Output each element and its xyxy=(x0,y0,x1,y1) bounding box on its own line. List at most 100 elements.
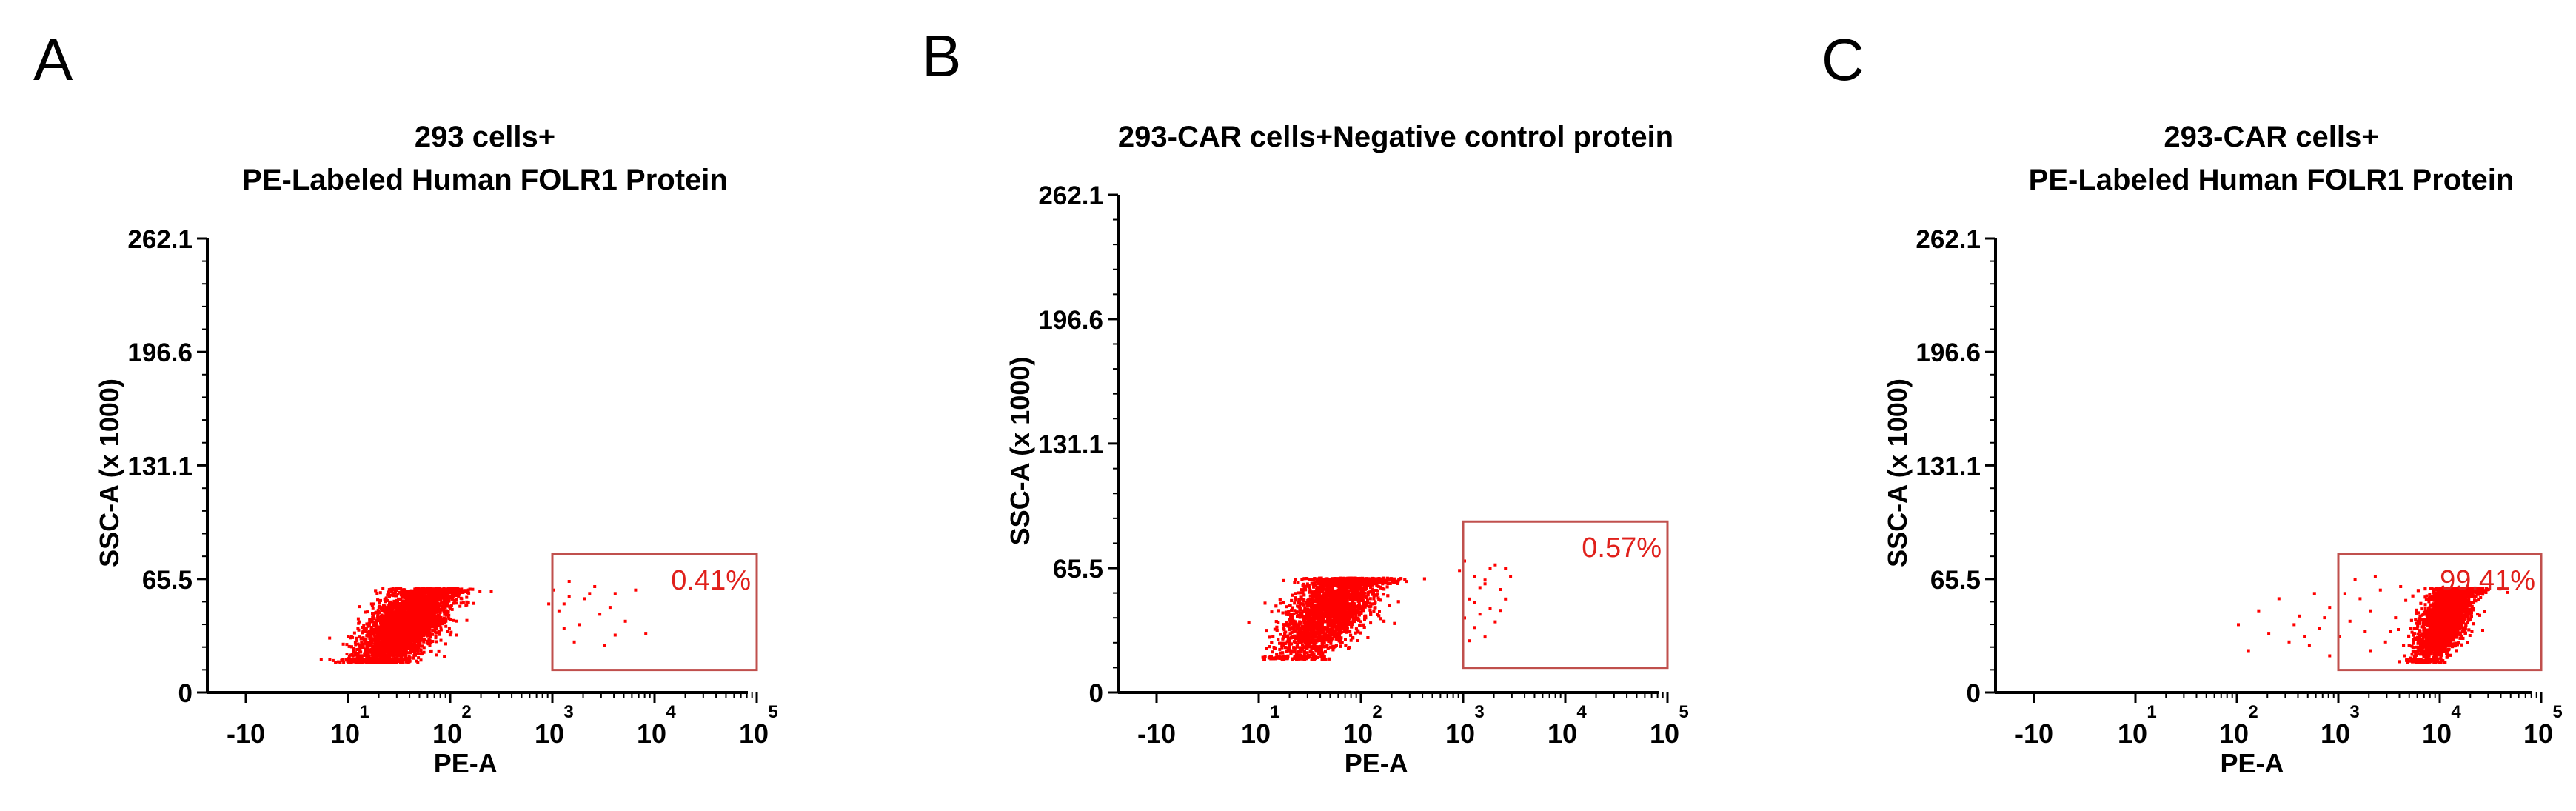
scatter-point xyxy=(422,646,426,650)
y-tick-label: 196.6 xyxy=(127,338,193,367)
scatter-point xyxy=(415,617,418,621)
scatter-point xyxy=(382,634,386,638)
scatter-point xyxy=(401,627,404,630)
scatter-point xyxy=(562,602,566,606)
scatter-point xyxy=(369,638,372,642)
scatter-point xyxy=(393,644,397,647)
scatter-point xyxy=(429,650,432,653)
scatter-point xyxy=(409,617,412,621)
gate-percentage-label: 0.41% xyxy=(671,565,751,596)
scatter-point xyxy=(426,640,429,644)
scatter-point xyxy=(428,638,432,642)
scatter-point xyxy=(422,650,426,654)
scatter-point xyxy=(395,587,398,590)
scatter-point xyxy=(417,587,420,591)
y-tick-label: 65.5 xyxy=(142,566,193,595)
scatter-point xyxy=(394,657,398,660)
scatter-point xyxy=(372,620,375,624)
scatter-point xyxy=(355,658,359,662)
scatter-point xyxy=(430,602,434,606)
scatter-point xyxy=(392,621,396,624)
scatter-point xyxy=(422,588,426,592)
scatter-point xyxy=(355,638,359,642)
scatter-point xyxy=(399,650,403,654)
scatter-point xyxy=(402,609,406,613)
scatter-point xyxy=(391,588,395,592)
scatter-point xyxy=(319,658,323,661)
x-tick-label: 10 xyxy=(1241,718,1271,749)
scatter-point xyxy=(363,658,367,661)
scatter-point xyxy=(372,649,375,653)
scatter-point xyxy=(414,647,418,650)
scatter-point xyxy=(384,623,387,627)
scatter-point xyxy=(374,661,378,664)
scatter-point xyxy=(396,658,400,661)
scatter-point xyxy=(412,625,415,629)
scatter-point xyxy=(448,633,452,637)
scatter-point xyxy=(415,603,418,607)
scatter-point xyxy=(375,592,379,595)
scatter-point xyxy=(389,587,393,591)
scatter-point xyxy=(401,599,404,603)
scatter-point xyxy=(415,630,419,633)
scatter-point xyxy=(442,608,446,612)
scatter-point xyxy=(467,591,471,595)
x-tick-label: 10 xyxy=(535,718,564,749)
scatter-point xyxy=(386,644,389,647)
scatter-point xyxy=(414,613,418,616)
scatter-point xyxy=(407,610,411,613)
scatter-point xyxy=(442,587,446,590)
scatter-point xyxy=(355,636,358,640)
scatter-point xyxy=(426,642,430,646)
scatter-point xyxy=(372,624,375,627)
scatter-point xyxy=(434,636,438,640)
scatter-point xyxy=(362,638,366,642)
scatter-point xyxy=(410,645,414,649)
scatter-point xyxy=(412,602,415,606)
scatter-point xyxy=(437,613,441,617)
scatter-point xyxy=(381,624,385,628)
scatter-point xyxy=(394,617,398,621)
scatter-point xyxy=(412,615,416,618)
scatter-point xyxy=(455,588,458,592)
scatter-point xyxy=(409,595,413,599)
scatter-point xyxy=(433,618,437,621)
y-tick-label: 196.6 xyxy=(1038,306,1103,335)
scatter-point xyxy=(416,621,420,624)
scatter-point xyxy=(443,613,446,616)
scatter-point xyxy=(414,604,418,608)
scatter-point xyxy=(412,617,415,621)
scatter-point xyxy=(436,607,440,611)
scatter-point xyxy=(378,601,381,604)
scatter-point xyxy=(405,651,409,655)
scatter-point xyxy=(382,604,385,607)
scatter-point xyxy=(370,604,374,607)
scatter-point xyxy=(412,641,416,645)
scatter-point xyxy=(394,590,397,593)
scatter-point xyxy=(386,613,389,617)
scatter-point xyxy=(402,647,406,651)
scatter-point xyxy=(412,628,415,631)
scatter-point xyxy=(412,599,416,603)
scatter-point xyxy=(366,661,369,664)
scatter-point xyxy=(410,635,414,638)
x-tick-exponent: 2 xyxy=(461,702,471,722)
scatter-point xyxy=(386,628,389,632)
scatter-point xyxy=(373,622,377,626)
scatter-point xyxy=(397,587,401,590)
scatter-point xyxy=(436,624,440,627)
x-tick-label: 10 xyxy=(432,718,462,749)
scatter-point xyxy=(446,604,450,608)
scatter-point xyxy=(361,644,365,648)
scatter-point xyxy=(392,625,395,629)
scatter-point xyxy=(381,652,385,655)
scatter-point xyxy=(402,621,406,624)
scatter-point xyxy=(404,590,407,594)
scatter-point xyxy=(431,610,435,614)
scatter-point xyxy=(598,613,602,616)
scatter-point xyxy=(362,628,366,632)
y-axis-label: SSC-A (x 1000) xyxy=(94,378,124,567)
x-tick-label: -10 xyxy=(227,718,265,749)
scatter-point xyxy=(398,658,402,662)
scatter-point xyxy=(417,589,421,593)
